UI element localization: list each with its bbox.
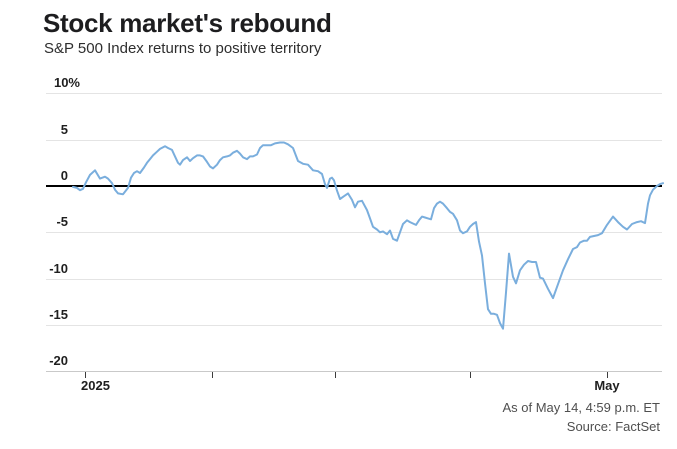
as-of-timestamp: As of May 14, 4:59 p.m. ET — [502, 400, 660, 415]
gridline — [46, 325, 662, 326]
x-axis-label: May — [594, 378, 620, 393]
x-axis-tick — [607, 372, 608, 378]
gridline — [46, 140, 662, 141]
sp500-return-line — [72, 141, 664, 330]
x-axis-line — [46, 371, 662, 372]
y-axis-label: 10% — [53, 75, 80, 90]
x-axis-tick — [85, 372, 86, 378]
gridline — [46, 232, 662, 233]
chart-subtitle: S&P 500 Index returns to positive territ… — [44, 40, 322, 57]
y-axis-label: -10 — [49, 261, 68, 276]
x-axis-tick — [470, 372, 471, 378]
y-axis-label: -20 — [49, 353, 68, 368]
x-axis-label: 2025 — [81, 378, 110, 393]
gridline — [46, 279, 662, 280]
gridline — [46, 93, 662, 94]
source-attribution: Source: FactSet — [566, 419, 660, 434]
y-axis-label: -15 — [49, 307, 68, 322]
y-axis-label: 0 — [60, 168, 68, 183]
y-axis-label: -5 — [56, 214, 68, 229]
y-axis-label: 5 — [60, 122, 68, 137]
x-axis-tick — [212, 372, 213, 378]
chart-title: Stock market's rebound — [43, 8, 332, 38]
zero-baseline — [46, 185, 662, 187]
x-axis-tick — [335, 372, 336, 378]
